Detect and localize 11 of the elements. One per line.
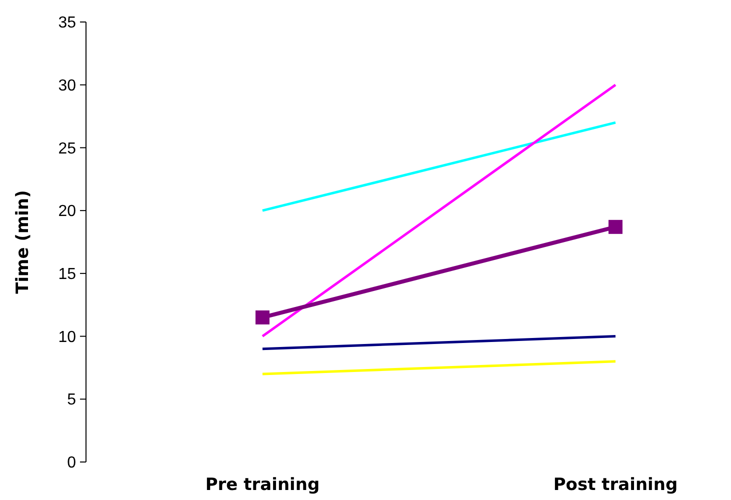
- y-tick-label: 0: [67, 454, 76, 472]
- y-tick-label: 20: [58, 203, 76, 220]
- y-tick-label: 30: [58, 77, 76, 94]
- y-tick-label: 5: [67, 392, 76, 409]
- y-tick-label: 35: [58, 14, 76, 32]
- y-tick-label: 10: [58, 328, 76, 346]
- x-tick-label: Post training: [553, 475, 678, 495]
- y-tick-label: 15: [58, 266, 76, 284]
- y-tick-label: 25: [58, 140, 76, 158]
- y-axis-title: Time (min): [13, 190, 33, 294]
- x-tick-label: Pre training: [205, 475, 320, 495]
